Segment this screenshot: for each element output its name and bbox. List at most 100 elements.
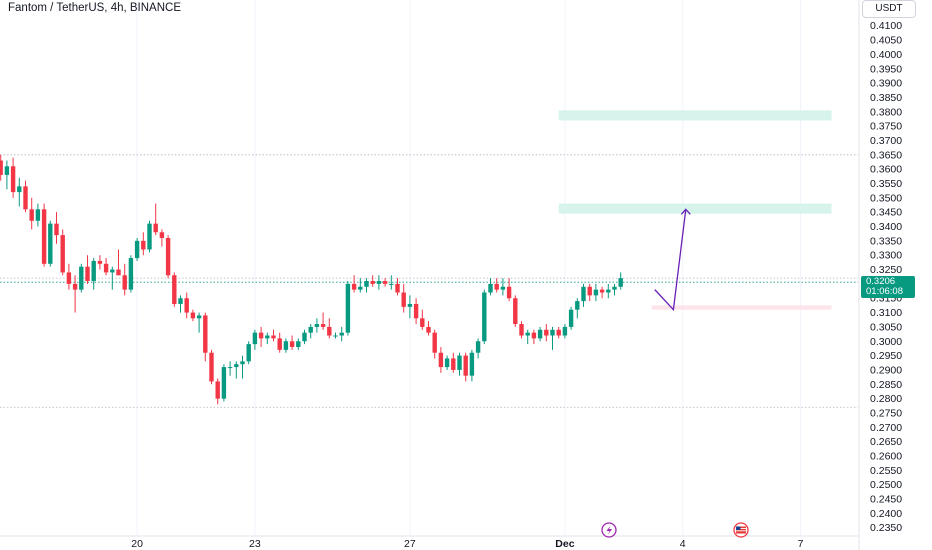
candle-body [153,223,158,233]
candle-body [612,286,617,290]
candle-body [85,266,90,282]
candle-body [234,364,239,368]
candle [606,283,611,299]
candle-body [544,329,549,336]
candle [575,298,580,319]
candle-body [17,186,22,193]
us-flag-event-icon[interactable] [733,522,749,538]
candle [376,275,382,290]
candle-body [141,240,146,250]
candle [519,321,524,339]
candle-body [196,315,202,319]
candle [10,157,16,198]
candle-body [116,269,121,276]
candle-body [103,263,109,273]
candle [178,295,183,313]
price-tick-label: 0.3250 [870,264,902,276]
candle [364,278,369,293]
candle [351,275,357,293]
candle-body [407,303,413,307]
candle-body [506,286,512,299]
candle-body [593,289,599,296]
candle [389,275,394,290]
projection-layer [654,208,691,312]
candle-body [451,358,456,370]
price-tick-label: 0.3750 [870,121,902,133]
candle-body [358,286,363,290]
candle-body [0,160,3,175]
candle [494,278,499,293]
candle-body [432,332,437,353]
currency-button[interactable]: USDT [862,0,916,18]
price-tick-label: 0.2700 [870,422,902,434]
candle-body [320,324,326,327]
candle [513,295,518,327]
price-tick-label: 0.3800 [870,106,902,118]
candle [562,324,568,339]
candle-body [184,298,189,313]
candle [196,312,202,333]
candle [407,295,413,319]
event-markers[interactable] [601,522,749,538]
candle [327,318,332,339]
price-tick-label: 0.3900 [870,78,902,90]
price-tick-label: 0.2400 [870,508,902,520]
candle-body [519,324,524,336]
candle [283,338,289,353]
candle-body [469,352,475,376]
candle [141,232,146,256]
candle-body [618,278,623,287]
candle [234,361,239,379]
candle-body [556,329,561,336]
candle [339,326,344,342]
candle [246,341,251,365]
candle [314,318,320,333]
candle [0,154,3,181]
candle [302,329,307,345]
candle [41,203,47,267]
candle-body [110,269,115,273]
candle [134,237,140,261]
candle-body [525,332,530,336]
grid [0,0,860,550]
lightning-event-icon[interactable] [601,522,617,538]
candle [401,283,406,313]
candle [17,177,22,207]
candle-body [178,298,183,304]
candle [227,361,233,376]
price-tick-label: 0.2550 [870,465,902,477]
price-tick-label: 0.2350 [870,522,902,534]
price-tick-label: 0.4100 [870,20,902,32]
candle-body [91,260,96,282]
candle [488,278,493,296]
candle [110,266,115,290]
candle [333,332,338,339]
candle-body [413,303,419,319]
price-tick-label: 0.2850 [870,379,902,391]
candles-layer [0,154,623,405]
time-axis[interactable]: 20 23 27 Dec 4 7 [131,538,803,550]
price-tick-label: 0.2750 [870,407,902,419]
candle [593,283,599,302]
candle-body [420,318,425,327]
candle-body [302,332,307,342]
candle [190,309,196,322]
candle [482,289,487,345]
candle-body [209,352,214,382]
candle [29,197,34,230]
candle-body [581,286,586,302]
candle [147,220,152,253]
candle-body [457,355,462,370]
candle-body [327,326,332,336]
candle [289,335,295,350]
candle-body [128,258,134,290]
candle-body [277,338,282,350]
candle [500,278,506,296]
candle-body [246,344,251,362]
candle [4,160,10,190]
time-tick-label: 4 [680,538,686,550]
candle-body [395,283,400,293]
price-tick-label: 0.3600 [870,164,902,176]
candle-body [351,283,357,290]
